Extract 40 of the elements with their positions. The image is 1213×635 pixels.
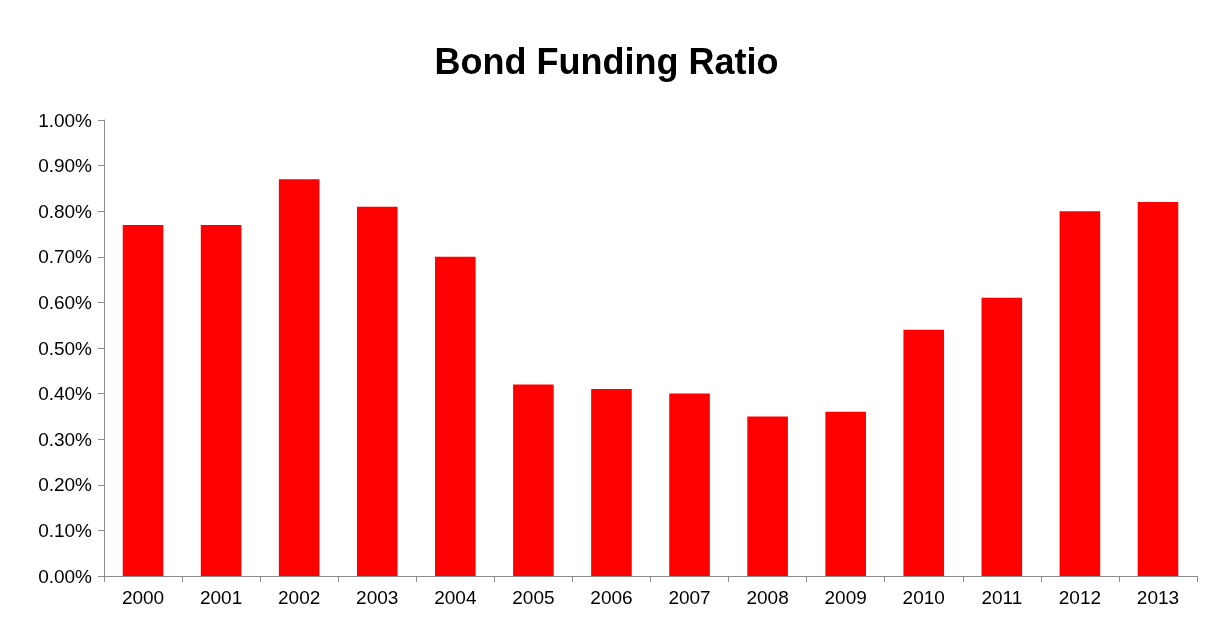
bar [1059, 211, 1101, 576]
bar [825, 411, 866, 576]
y-tick-label: 0.20% [38, 474, 93, 496]
x-tick-label: 2008 [746, 587, 789, 608]
x-tick-label: 2007 [668, 587, 711, 608]
y-tick-label: 0.50% [38, 337, 93, 359]
x-tick-label: 2004 [434, 587, 477, 608]
x-tick-label: 2000 [121, 587, 165, 608]
y-tick-label: 0.40% [38, 383, 93, 405]
bar [122, 224, 164, 576]
x-tick-label: 2012 [1058, 587, 1102, 608]
chart-title: Bond Funding Ratio [434, 40, 779, 82]
y-tick-label: 0.70% [38, 246, 93, 268]
bar [513, 384, 554, 576]
y-tick-label: 0.90% [38, 155, 93, 177]
y-tick-label: 0.10% [38, 519, 93, 541]
y-tick-label: 0.80% [38, 200, 93, 222]
y-tick-label: 1.00% [38, 109, 93, 131]
x-tick-label: 2006 [590, 587, 633, 608]
bar [435, 256, 476, 576]
bar [903, 329, 945, 576]
x-tick-label: 2013 [1136, 587, 1180, 608]
x-tick-label: 2003 [356, 587, 399, 608]
bar [278, 179, 320, 576]
x-tick-label: 2002 [278, 587, 321, 608]
y-tick-label: 0.60% [38, 291, 93, 313]
y-tick-label: 0.30% [38, 428, 93, 450]
bar [591, 389, 632, 576]
x-tick-label: 2011 [981, 587, 1023, 608]
bar [747, 416, 788, 576]
bar [200, 224, 242, 576]
bar [669, 393, 710, 576]
bar [356, 206, 398, 576]
x-tick-label: 2001 [199, 587, 243, 608]
bar [1137, 202, 1179, 576]
x-tick-label: 2010 [902, 587, 945, 608]
x-tick-label: 2009 [824, 587, 867, 608]
y-tick-label: 0.00% [38, 565, 93, 587]
bar [981, 297, 1023, 576]
x-tick-label: 2005 [512, 587, 555, 608]
